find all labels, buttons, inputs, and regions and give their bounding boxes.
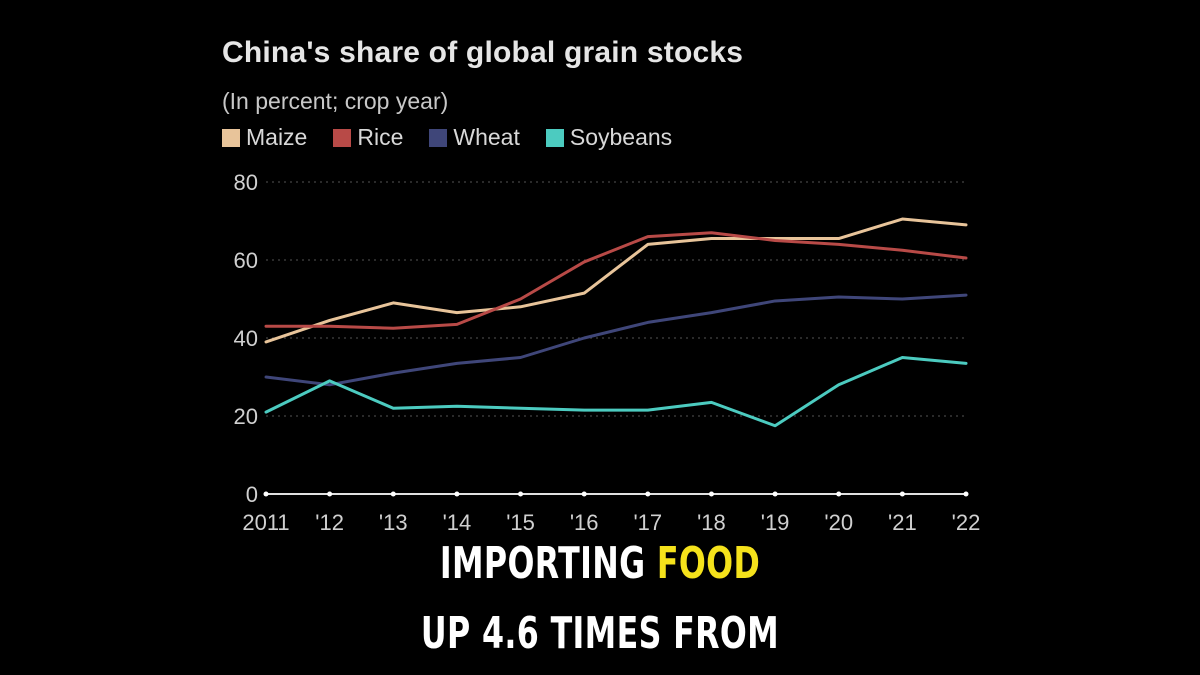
chart-title: China's share of global grain stocks	[222, 36, 744, 69]
x-tick-label: '17	[633, 510, 662, 535]
y-tick-label: 0	[246, 482, 258, 507]
x-tick-mark	[836, 491, 842, 497]
legend-item-soybeans: Soybeans	[545, 124, 673, 151]
x-tick-mark	[772, 491, 778, 497]
legend-label-maize: Maize	[246, 124, 308, 150]
chart-subtitle: (In percent; crop year)	[222, 88, 449, 114]
caption-line-1-text: IMPORTING	[439, 538, 657, 589]
legend-item-wheat: Wheat	[429, 124, 520, 151]
x-tick-mark	[645, 491, 651, 497]
x-tick-label: '12	[315, 510, 344, 535]
x-tick-mark	[899, 491, 905, 497]
legend-label-wheat: Wheat	[453, 124, 520, 150]
legend-item-maize: Maize	[222, 124, 307, 151]
x-tick-label: '13	[379, 510, 408, 535]
x-tick-label: '22	[952, 510, 981, 535]
x-tick-label: '19	[761, 510, 790, 535]
x-tick-mark	[581, 491, 587, 497]
x-tick-mark	[518, 491, 524, 497]
y-tick-label: 20	[234, 404, 258, 429]
x-tick-mark	[327, 491, 333, 497]
legend-swatch-rice	[333, 128, 352, 147]
x-tick-label: '21	[888, 510, 917, 535]
caption-highlight-word: FOOD	[656, 538, 761, 589]
x-tick-label: 2011	[242, 510, 289, 535]
x-tick-mark	[390, 491, 396, 497]
x-tick-mark	[454, 491, 460, 497]
legend-label-soybeans: Soybeans	[569, 124, 673, 150]
y-tick-label: 80	[234, 170, 258, 195]
y-tick-label: 40	[234, 326, 258, 351]
series-line-soybeans	[264, 356, 968, 428]
legend-item-rice: Rice	[333, 124, 403, 151]
caption-line-1: IMPORTING FOOD	[168, 538, 1032, 589]
x-tick-label: '15	[506, 510, 535, 535]
legend-swatch-soybeans	[545, 128, 564, 147]
caption-line-2: UP 4.6 TIMES FROM	[420, 608, 780, 659]
y-tick-label: 60	[234, 248, 258, 273]
series-line-rice	[264, 231, 968, 330]
x-tick-label: '14	[443, 510, 472, 535]
x-tick-mark	[963, 491, 969, 497]
legend-swatch-wheat	[429, 128, 448, 147]
legend-swatch-maize	[222, 128, 240, 147]
chart-legend: Maize Rice Wheat Soybeans	[222, 124, 672, 151]
x-tick-mark	[263, 491, 269, 497]
series-line-wheat	[264, 293, 968, 387]
x-tick-mark	[708, 491, 714, 497]
legend-label-rice: Rice	[357, 124, 404, 150]
x-tick-label: '20	[824, 510, 853, 535]
series-line-maize	[264, 217, 968, 344]
x-tick-label: '16	[570, 510, 599, 535]
x-tick-label: '18	[697, 510, 726, 535]
